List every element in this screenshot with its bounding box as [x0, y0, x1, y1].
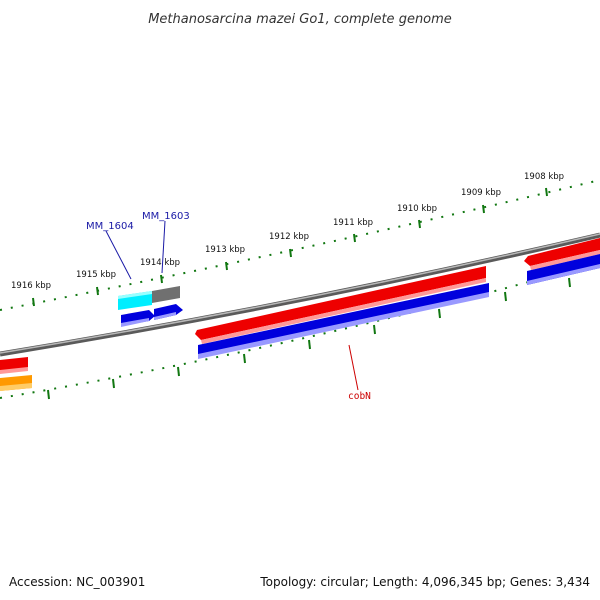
map-title: Methanosarcina mazei Go1, complete genom… — [148, 12, 452, 27]
leader-line-mm1603 — [161, 220, 166, 274]
leader-line-cobN — [348, 344, 359, 391]
accession-text: Accession: NC_003901 — [9, 575, 145, 589]
tick-label: 1916 kbp — [11, 281, 51, 291]
forward-strand-genes — [0, 238, 600, 374]
tick-label: 1911 kbp — [333, 218, 373, 228]
tick-label: 1915 kbp — [76, 270, 116, 280]
gene-label-mm1604[interactable]: MM_1604 — [86, 221, 134, 232]
tick-label: 1912 kbp — [269, 232, 309, 242]
tick-label: 1909 kbp — [461, 188, 501, 198]
gene-right-forward[interactable] — [524, 238, 600, 266]
tick-label: 1914 kbp — [140, 258, 180, 268]
outer-tick-ring — [0, 179, 600, 311]
inner-tick-ring — [0, 261, 600, 399]
tick-label: 1908 kbp — [524, 172, 564, 182]
leader-line-mm1604 — [105, 230, 132, 280]
tick-label: 1913 kbp — [205, 245, 245, 255]
gene-label-mm1603[interactable]: MM_1603 — [142, 211, 190, 222]
genome-backbone — [0, 232, 600, 357]
gene-cobN-region-forward[interactable] — [195, 266, 486, 340]
gene-mm1603[interactable] — [152, 286, 180, 303]
outer-major-ticks — [32, 187, 548, 307]
reverse-strand-genes — [0, 254, 600, 391]
tick-label: 1910 kbp — [397, 204, 437, 214]
inner-major-ticks — [47, 277, 571, 400]
genome-info-text: Topology: circular; Length: 4,096,345 bp… — [259, 575, 590, 589]
gene-label-cobN[interactable]: cobN — [348, 391, 371, 402]
tick-labels: 1908 kbp 1909 kbp 1910 kbp 1911 kbp 1912… — [11, 172, 564, 291]
